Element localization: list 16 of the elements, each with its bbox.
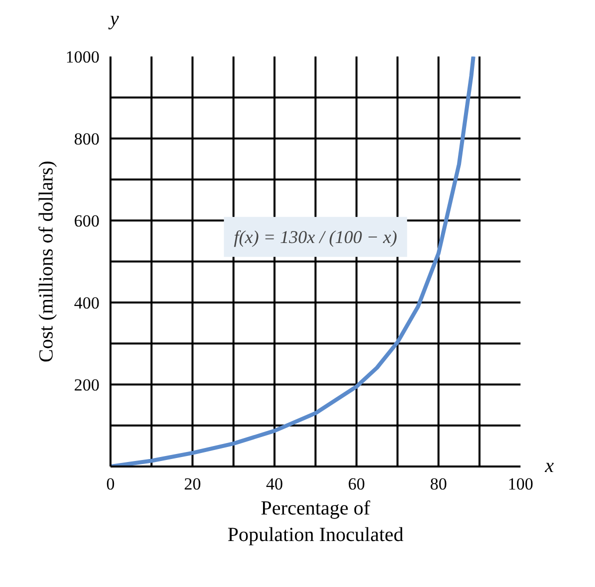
x-tick-label: 40: [266, 474, 283, 494]
y-tick-label: 800: [74, 130, 100, 148]
y-axis-title: Cost (millions of dollars): [36, 160, 58, 362]
annotation: f(x) = 130x / (100 − x): [234, 226, 398, 247]
x-tick-label: 100: [508, 474, 534, 494]
y-tick-label: 400: [74, 294, 100, 312]
x-tick-label: 60: [348, 474, 365, 494]
x-tick-label: 20: [184, 474, 201, 494]
y-tick-label: 600: [74, 212, 100, 230]
text: x: [545, 454, 554, 479]
y-tick-label: 200: [74, 376, 100, 394]
x-tick-label: 0: [106, 474, 115, 494]
x-tick-label: 80: [430, 474, 447, 494]
text: y: [110, 7, 119, 32]
x-axis-title: Percentage of Population Inoculated: [227, 498, 404, 546]
y-tick-label: 1000: [66, 48, 100, 66]
